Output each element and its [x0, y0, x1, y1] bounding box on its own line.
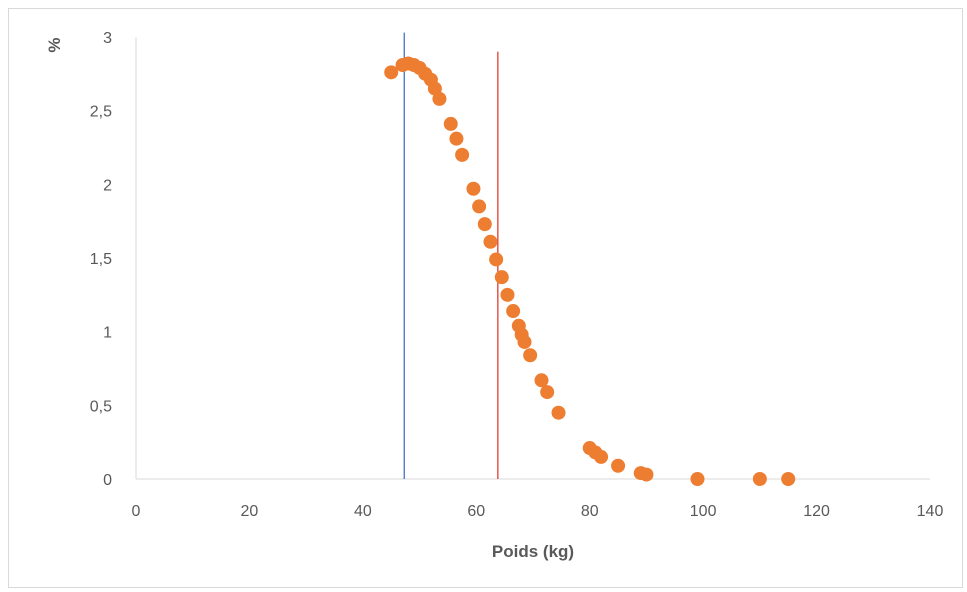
data-point [443, 116, 458, 131]
data-point [500, 287, 515, 302]
x-tick-label: 60 [467, 503, 485, 520]
reference-lines [403, 32, 499, 479]
x-tick-label: 40 [354, 503, 372, 520]
data-point [506, 304, 521, 319]
data-point [517, 334, 532, 349]
data-point [477, 217, 492, 232]
data-point [449, 131, 464, 146]
y-axis-title: % [45, 37, 64, 52]
x-tick-label: 120 [803, 503, 830, 520]
data-point [494, 270, 509, 285]
data-point [384, 65, 399, 80]
y-tick-label: 0 [103, 472, 112, 489]
data-point [534, 373, 549, 388]
data-point [483, 234, 498, 249]
chart-frame [8, 8, 963, 588]
data-points [384, 56, 796, 486]
data-point [540, 385, 555, 400]
data-point [466, 181, 481, 196]
y-tick-label: 2 [103, 177, 112, 194]
y-axis-ticks: 0 0,5 1 1,5 2 2,5 3 [90, 30, 112, 489]
data-point [489, 252, 504, 267]
y-tick-label: 0,5 [90, 398, 112, 415]
y-tick-label: 3 [103, 30, 112, 47]
x-tick-label: 80 [581, 503, 599, 520]
data-point [594, 449, 609, 464]
data-point [523, 348, 538, 363]
data-point [639, 467, 654, 482]
x-axis-title: Poids (kg) [492, 542, 574, 561]
data-point [752, 472, 767, 486]
y-tick-label: 1,5 [90, 251, 112, 268]
y-tick-label: 1 [103, 325, 112, 342]
x-axis-ticks: 0 20 40 60 80 100 120 140 [132, 503, 944, 520]
data-point [472, 199, 487, 214]
data-point [455, 147, 470, 162]
x-tick-label: 0 [132, 503, 141, 520]
data-point [611, 458, 626, 473]
x-tick-label: 100 [690, 503, 717, 520]
y-tick-label: 2,5 [90, 104, 112, 121]
x-tick-label: 20 [241, 503, 259, 520]
x-tick-label: 140 [917, 503, 944, 520]
data-point [551, 405, 566, 420]
data-point [690, 472, 705, 486]
data-point [781, 472, 796, 486]
data-point [432, 91, 447, 106]
